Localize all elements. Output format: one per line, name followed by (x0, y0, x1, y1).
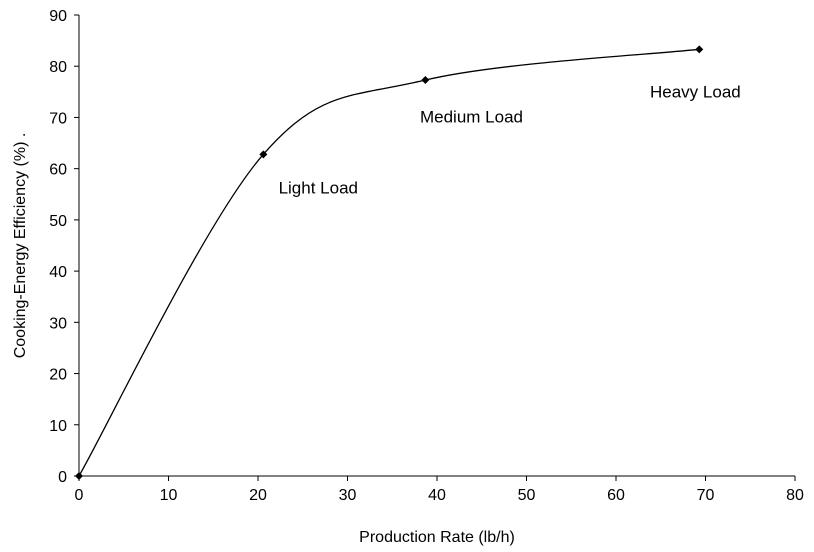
y-tick-label: 60 (49, 162, 67, 179)
x-tick-label: 80 (786, 487, 804, 504)
y-tick-label: 40 (49, 264, 67, 281)
x-tick-label: 10 (160, 487, 178, 504)
x-tick-label: 70 (697, 487, 715, 504)
series-line (78, 48, 700, 477)
y-tick-label: 70 (49, 110, 67, 127)
y-tick-label: 0 (58, 469, 67, 486)
x-tick-label: 0 (75, 487, 84, 504)
x-axis-title: Production Rate (lb/h) (359, 529, 515, 546)
y-tick-label: 30 (49, 315, 67, 332)
point-annotation: Light Load (279, 178, 358, 197)
x-tick-label: 50 (518, 487, 536, 504)
point-annotation: Heavy Load (650, 82, 741, 101)
data-point-marker (695, 45, 704, 54)
x-axis: 0 10 20 30 40 50 60 70 80 (75, 475, 804, 504)
x-tick-label: 40 (428, 487, 446, 504)
y-tick-label: 50 (49, 213, 67, 230)
plot-area: Light Load Medium Load Heavy Load (75, 45, 741, 480)
point-annotation: Medium Load (420, 108, 523, 127)
y-tick-label: 80 (49, 59, 67, 76)
y-tick-label: 20 (49, 367, 67, 384)
x-tick-label: 20 (249, 487, 267, 504)
y-axis-title: Cooking-Energy Efficiency (%) . (12, 133, 29, 359)
x-tick-label: 30 (339, 487, 357, 504)
y-tick-label: 90 (49, 8, 67, 25)
y-axis: 0 10 20 30 40 50 60 70 80 90 (49, 8, 80, 486)
data-point-marker (259, 150, 268, 159)
y-tick-label: 10 (49, 418, 67, 435)
data-point-marker (421, 76, 430, 85)
x-tick-label: 60 (607, 487, 625, 504)
data-point-marker (75, 472, 83, 480)
